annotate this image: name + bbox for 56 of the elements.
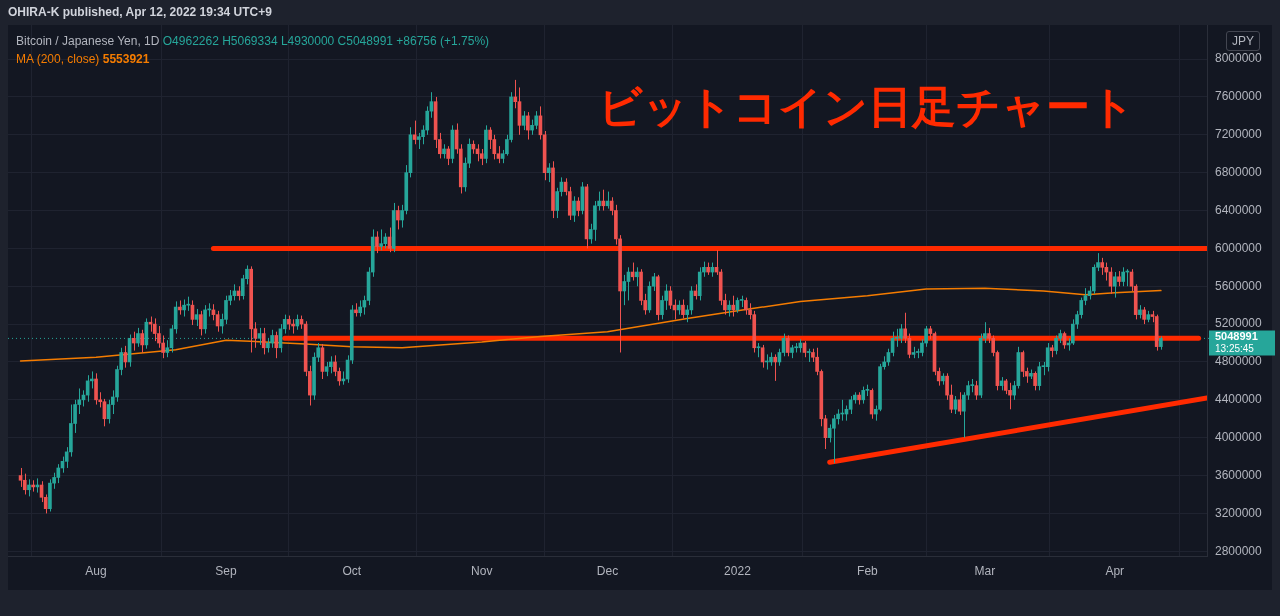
- text: MA (200, close): [16, 52, 100, 66]
- candlestick: [576, 196, 580, 217]
- candlestick: [899, 323, 903, 344]
- candlestick: [131, 331, 136, 352]
- x-tick-label: Aug: [85, 563, 107, 578]
- x-tick-label: Sep: [215, 563, 237, 578]
- candlestick: [396, 205, 400, 230]
- y-tick-label: 7200000: [1215, 127, 1263, 142]
- y-tick-label: 6400000: [1215, 202, 1263, 217]
- candlestick: [635, 266, 639, 287]
- candlestick: [526, 111, 530, 141]
- y-tick-label: 4800000: [1215, 354, 1263, 369]
- x-tick-label: 2022: [724, 563, 752, 578]
- candlestick: [136, 327, 140, 348]
- y-tick-label: 5200000: [1215, 316, 1263, 331]
- x-tick-label: Mar: [974, 563, 996, 578]
- candlestick: [488, 126, 492, 150]
- text: Bitcoin / Japanese Yen, 1D: [16, 34, 160, 48]
- candlestick: [1037, 361, 1042, 391]
- x-tick-label: Oct: [342, 563, 362, 578]
- x-tick-label: Nov: [471, 563, 493, 578]
- text: OHIRA-K published, Apr 12, 2022 19:34 UTC+9: [8, 5, 272, 19]
- candlestick: [1112, 271, 1117, 299]
- candlestick: [18, 467, 23, 488]
- candlestick: [546, 162, 551, 183]
- y-tick-label: 4000000: [1215, 430, 1263, 444]
- y-tick-label: 6000000: [1215, 240, 1263, 255]
- candlestick: [1054, 334, 1058, 355]
- y-tick-label: 7600000: [1215, 89, 1263, 104]
- x-tick-label: Feb: [857, 563, 879, 578]
- y-axis-title: JPY: [1226, 31, 1261, 51]
- x-tick-label: Dec: [596, 563, 619, 578]
- candlestick: [785, 334, 790, 357]
- candlestick: [203, 304, 207, 335]
- candlestick: [601, 189, 606, 212]
- annotation: 5553921: [102, 52, 150, 66]
- candlestick: [622, 274, 627, 306]
- annotation: ビットコイン日足チャート: [598, 81, 1135, 133]
- candlestick: [412, 120, 417, 145]
- candlestick: [660, 295, 664, 320]
- text: O4962262 H5069334 L4930000 C5048991 +86756 (+1.75%): [162, 34, 490, 48]
- ref-line-label: 5048991: [1215, 330, 1258, 343]
- candlestick: [379, 228, 383, 251]
- candlestick: [572, 195, 576, 223]
- y-tick-label: 3600000: [1215, 467, 1263, 482]
- y-tick-label: 3200000: [1215, 505, 1263, 520]
- y-tick-label: 2800000: [1215, 543, 1263, 558]
- y-tick-label: 8000000: [1215, 51, 1263, 66]
- text: 13:25:45: [1215, 343, 1254, 355]
- x-tick-label: Apr: [1105, 563, 1125, 578]
- candlestick: [375, 230, 379, 254]
- candlestick: [1008, 382, 1012, 410]
- y-tick-label: 6800000: [1215, 164, 1263, 179]
- candlestick: [1045, 342, 1050, 372]
- y-tick-label: 4400000: [1215, 392, 1263, 407]
- y-tick-label: 5600000: [1215, 278, 1263, 293]
